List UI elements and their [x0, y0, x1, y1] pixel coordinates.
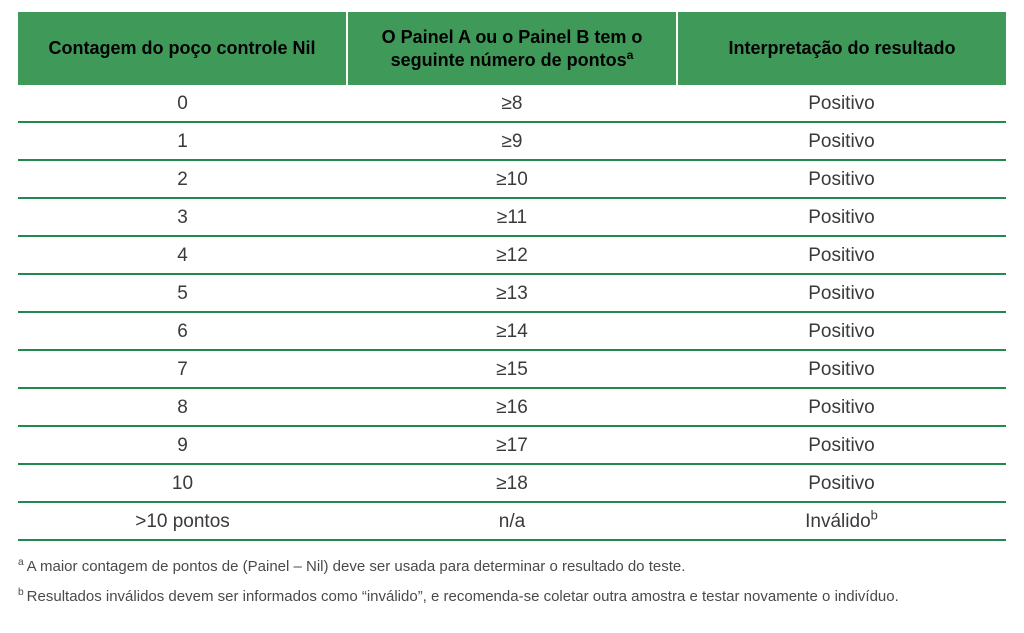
cell-interpretation: Positivo [677, 160, 1006, 198]
footnote-a: aA maior contagem de pontos de (Painel –… [18, 555, 1006, 579]
table-row: >10 pontosn/aInválidob [18, 502, 1006, 540]
col-header-nil: Contagem do poço controle Nil [18, 12, 347, 85]
table-row: 5≥13 Positivo [18, 274, 1006, 312]
table-row: 0≥8 Positivo [18, 85, 1006, 122]
cell-nil-count: 5 [18, 274, 347, 312]
cell-panel-points: ≥8 [347, 85, 677, 122]
col-header-label: Interpretação do resultado [728, 38, 955, 58]
cell-nil-count: 8 [18, 388, 347, 426]
cell-nil-count: 4 [18, 236, 347, 274]
cell-nil-count: 3 [18, 198, 347, 236]
cell-panel-points: ≥11 [347, 198, 677, 236]
cell-interpretation-text: Positivo [808, 435, 875, 456]
cell-interpretation-text: Positivo [808, 169, 875, 190]
cell-interpretation: Positivo [677, 388, 1006, 426]
table-header-row: Contagem do poço controle Nil O Painel A… [18, 12, 1006, 85]
table-row: 10≥18 Positivo [18, 464, 1006, 502]
table-header: Contagem do poço controle Nil O Painel A… [18, 12, 1006, 85]
footnote-marker: a [18, 557, 24, 568]
cell-interpretation-text: Positivo [808, 93, 875, 114]
col-header-sup: a [627, 48, 634, 62]
cell-interpretation: Positivo [677, 426, 1006, 464]
cell-nil-count: 1 [18, 122, 347, 160]
col-header-panel-points: O Painel A ou o Painel B tem o seguinte … [347, 12, 677, 85]
cell-interpretation-text: Positivo [808, 359, 875, 380]
cell-interpretation-text: Positivo [808, 283, 875, 304]
table-row: 7≥15 Positivo [18, 350, 1006, 388]
footnotes: aA maior contagem de pontos de (Painel –… [18, 555, 1006, 609]
cell-interpretation-text: Positivo [808, 321, 875, 342]
cell-nil-count: 9 [18, 426, 347, 464]
table-row: 9≥17 Positivo [18, 426, 1006, 464]
cell-panel-points: ≥14 [347, 312, 677, 350]
cell-interpretation: Positivo [677, 312, 1006, 350]
cell-nil-count: 0 [18, 85, 347, 122]
cell-interpretation-text: Positivo [808, 397, 875, 418]
cell-panel-points: ≥9 [347, 122, 677, 160]
cell-interpretation: Inválidob [677, 502, 1006, 540]
cell-nil-count: 7 [18, 350, 347, 388]
cell-interpretation: Positivo [677, 85, 1006, 122]
cell-nil-count: 6 [18, 312, 347, 350]
cell-panel-points: ≥12 [347, 236, 677, 274]
footnote-marker: b [18, 587, 24, 598]
cell-panel-points: ≥10 [347, 160, 677, 198]
cell-panel-points: ≥18 [347, 464, 677, 502]
footnote-text: A maior contagem de pontos de (Painel – … [27, 558, 686, 575]
cell-nil-count: 2 [18, 160, 347, 198]
col-header-interpretation: Interpretação do resultado [677, 12, 1006, 85]
footnote-b: bResultados inválidos devem ser informad… [18, 585, 1006, 609]
cell-interpretation-text: Positivo [808, 131, 875, 152]
table-row: 2≥10 Positivo [18, 160, 1006, 198]
cell-panel-points: ≥15 [347, 350, 677, 388]
cell-interpretation-text: Positivo [808, 207, 875, 228]
results-table: Contagem do poço controle Nil O Painel A… [18, 12, 1006, 541]
cell-interpretation: Positivo [677, 236, 1006, 274]
cell-interpretation: Positivo [677, 350, 1006, 388]
footnote-text: Resultados inválidos devem ser informado… [27, 588, 899, 605]
table-row: 3≥11 Positivo [18, 198, 1006, 236]
cell-interpretation-text: Inválido [805, 511, 871, 532]
cell-interpretation: Positivo [677, 274, 1006, 312]
table-row: 6≥14 Positivo [18, 312, 1006, 350]
cell-nil-count: 10 [18, 464, 347, 502]
cell-interpretation-text: Positivo [808, 245, 875, 266]
cell-panel-points: ≥17 [347, 426, 677, 464]
cell-interpretation-text: Positivo [808, 473, 875, 494]
col-header-label: O Painel A ou o Painel B tem o seguinte … [382, 27, 643, 70]
cell-panel-points: ≥16 [347, 388, 677, 426]
table-row: 8≥16 Positivo [18, 388, 1006, 426]
cell-panel-points: ≥13 [347, 274, 677, 312]
cell-interpretation: Positivo [677, 122, 1006, 160]
table-row: 1≥9 Positivo [18, 122, 1006, 160]
cell-interpretation-sup: b [871, 508, 878, 523]
table-row: 4≥12 Positivo [18, 236, 1006, 274]
col-header-label: Contagem do poço controle Nil [48, 38, 315, 58]
cell-interpretation: Positivo [677, 198, 1006, 236]
table-body: 0≥8 Positivo 1≥9 Positivo 2≥10 Positivo 3≥11 Po… [18, 85, 1006, 540]
cell-interpretation: Positivo [677, 464, 1006, 502]
cell-panel-points: n/a [347, 502, 677, 540]
cell-nil-count: >10 pontos [18, 502, 347, 540]
